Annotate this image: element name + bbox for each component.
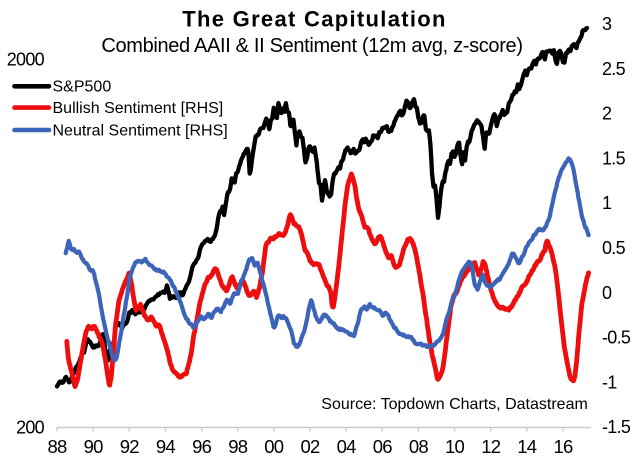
svg-text:Bullish Sentiment [RHS]: Bullish Sentiment [RHS] [53,100,224,117]
svg-text:96: 96 [192,436,211,457]
svg-text:S&P500: S&P500 [53,79,112,96]
svg-text:Neutral Sentiment [RHS]: Neutral Sentiment [RHS] [53,122,228,139]
svg-text:0.5: 0.5 [602,238,626,258]
svg-text:-1.5: -1.5 [602,417,631,437]
svg-text:The Great Capitulation: The Great Capitulation [182,6,447,31]
svg-text:14: 14 [517,436,536,457]
svg-text:90: 90 [84,436,103,457]
svg-text:-1: -1 [602,372,617,392]
svg-text:16: 16 [554,436,573,457]
svg-text:06: 06 [373,436,392,457]
svg-text:94: 94 [156,436,175,457]
svg-text:200: 200 [16,418,45,438]
svg-text:-0.5: -0.5 [602,328,631,348]
svg-text:1: 1 [602,193,612,213]
svg-text:2: 2 [602,104,612,124]
svg-text:04: 04 [337,436,356,457]
svg-text:0: 0 [602,283,612,303]
svg-text:98: 98 [228,436,247,457]
svg-text:12: 12 [481,436,500,457]
svg-text:10: 10 [445,436,464,457]
svg-text:92: 92 [120,436,139,457]
svg-text:00: 00 [264,436,283,457]
svg-text:3: 3 [602,14,612,34]
svg-text:08: 08 [409,436,428,457]
svg-text:2.5: 2.5 [602,59,626,79]
svg-text:02: 02 [301,436,320,457]
svg-text:1.5: 1.5 [602,149,626,169]
svg-text:Combined AAII & II Sentiment (: Combined AAII & II Sentiment (12m avg, z… [101,35,522,57]
svg-text:88: 88 [48,436,67,457]
svg-text:2000: 2000 [7,50,45,70]
svg-text:Source: Topdown Charts, Datast: Source: Topdown Charts, Datastream [321,396,588,413]
